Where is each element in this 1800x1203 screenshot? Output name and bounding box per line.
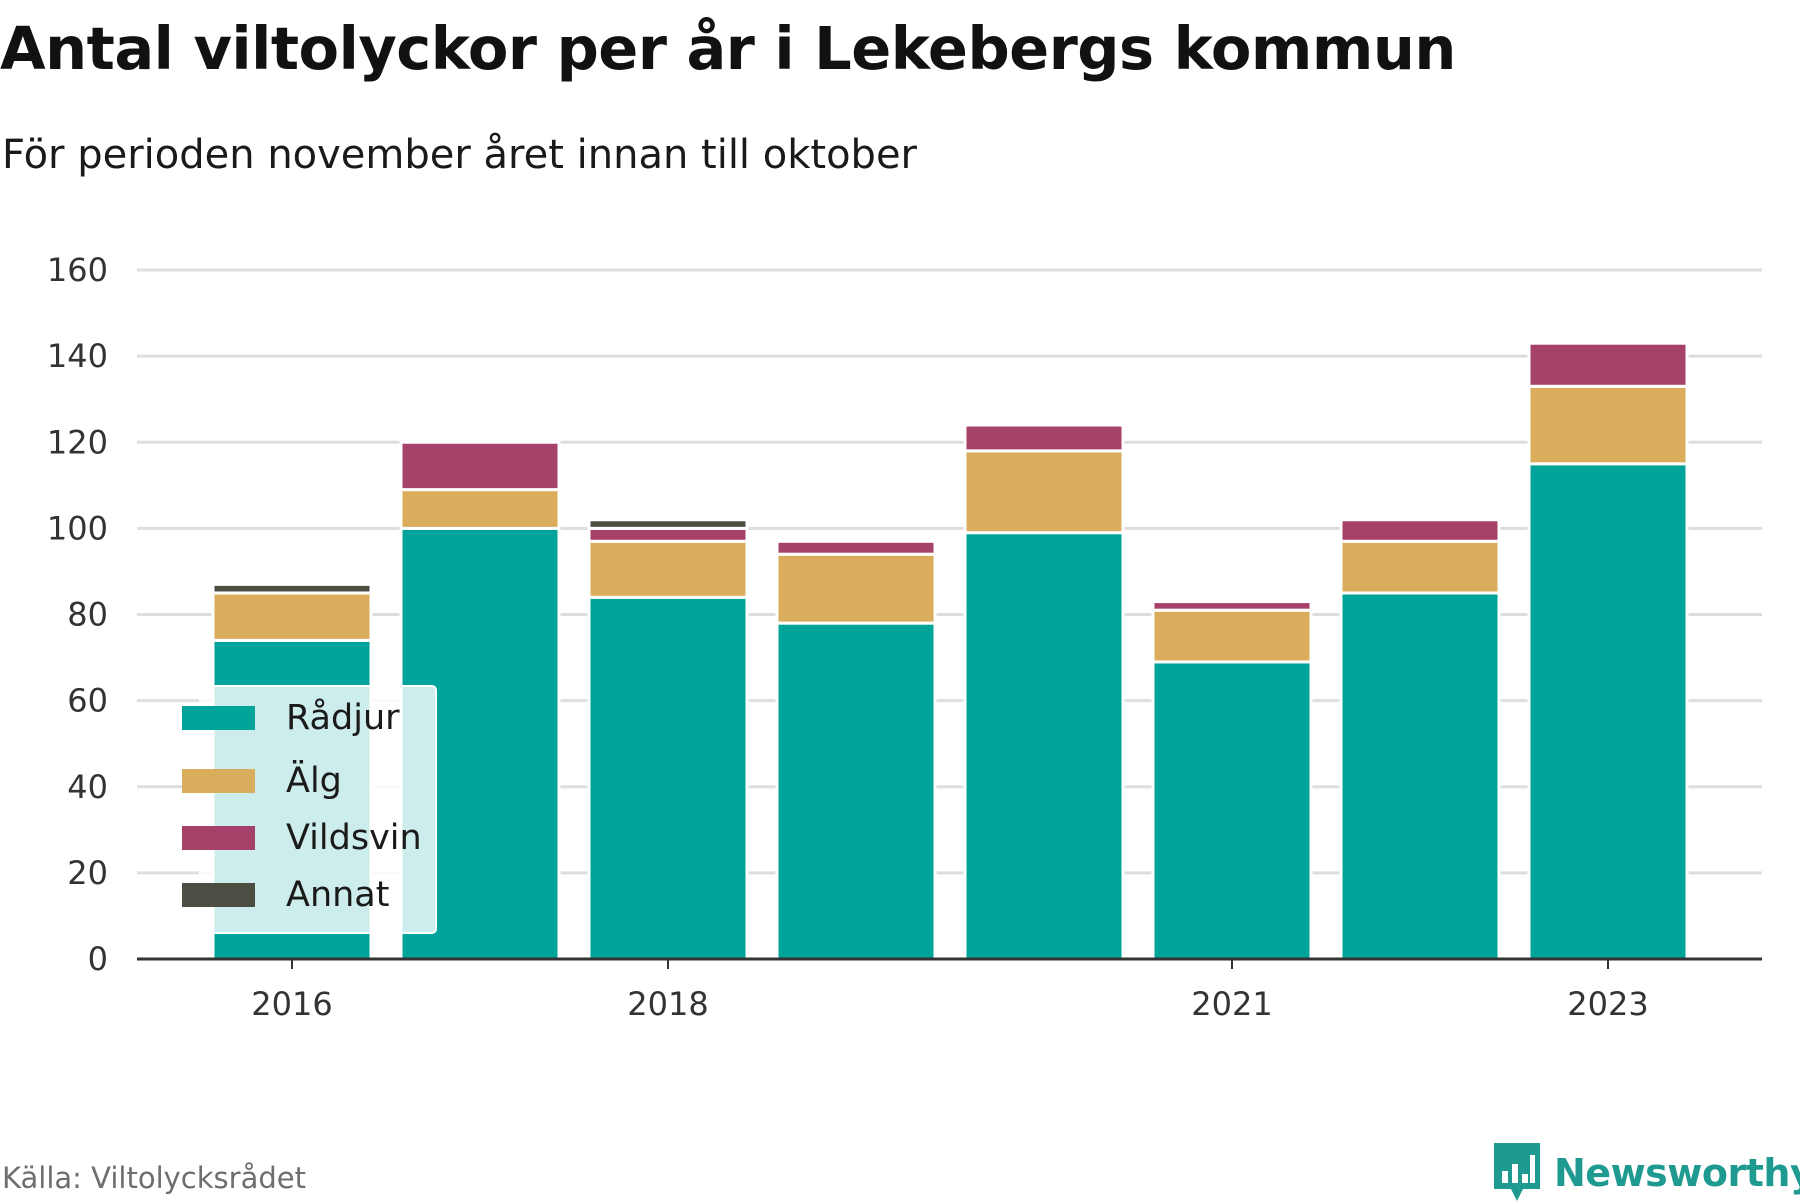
legend-swatch [182,706,255,730]
brand-logo[interactable]: Newsworthy [1494,1143,1800,1203]
x-tick-label: 2018 [627,985,708,1023]
legend-label: Älg [286,759,342,801]
x-tick-label: 2016 [251,985,332,1023]
legend-label: Rådjur [286,697,400,738]
bar-segment [587,595,749,961]
bar-segment [1339,518,1501,543]
chart-title: Antal viltolyckor per år i Lekebergs kom… [0,14,1456,83]
bar-segment [211,582,373,595]
y-tick-label: 160 [47,251,108,289]
legend-swatch [182,769,255,793]
bar-segment [1151,608,1313,664]
y-tick-label: 20 [67,854,108,892]
legend: Rådjur Älg Vildsvin Annat [182,685,437,934]
bars [211,341,1689,961]
y-tick-label: 100 [47,509,108,547]
y-tick-label: 60 [67,682,108,720]
bar-segment [399,488,561,530]
bar-segment [587,518,749,530]
brand-icon-bar [1512,1164,1518,1183]
x-tick-label: 2023 [1567,985,1648,1023]
legend-label: Annat [286,875,389,915]
brand-icon-bar [1502,1171,1508,1183]
bar-segment [775,621,937,961]
brand-icon-bar [1522,1174,1528,1183]
bar-segment [775,552,937,625]
bar-segment [587,526,749,543]
source-note: Källa: Viltolycksrådet [2,1161,306,1195]
bar-segment [211,591,373,642]
y-tick-label: 80 [67,596,108,634]
bar-segment [963,449,1125,535]
legend-box [199,685,437,934]
axes: 0 20 40 60 80 100 120 140 160 2016 2018 2021 2023 [47,251,1762,1023]
bar-segment [587,539,749,599]
bar-segment [1527,384,1689,466]
bar-segment [399,440,561,492]
y-tick-label: 120 [47,423,108,461]
bar-segment [1527,341,1689,388]
bar-segment [775,539,937,556]
bar-segment [1151,660,1313,961]
legend-swatch [182,826,255,850]
y-tick-label: 140 [47,337,108,375]
chart-subtitle: För perioden november året innan till ok… [2,132,917,178]
bar-segment [1151,600,1313,612]
bar-segment [1339,591,1501,961]
y-tick-label: 0 [88,940,108,978]
bar-segment [963,531,1125,961]
legend-swatch [182,883,255,907]
bar-segment [963,423,1125,453]
bar-segment [1527,462,1689,961]
brand-name: Newsworthy [1554,1151,1800,1195]
legend-label: Vildsvin [286,818,422,858]
bar-chart-flag-icon [1494,1143,1540,1201]
x-tick-label: 2021 [1191,985,1272,1023]
y-tick-label: 40 [67,768,108,806]
brand-icon-bar [1530,1155,1535,1183]
bar-segment [1339,539,1501,595]
